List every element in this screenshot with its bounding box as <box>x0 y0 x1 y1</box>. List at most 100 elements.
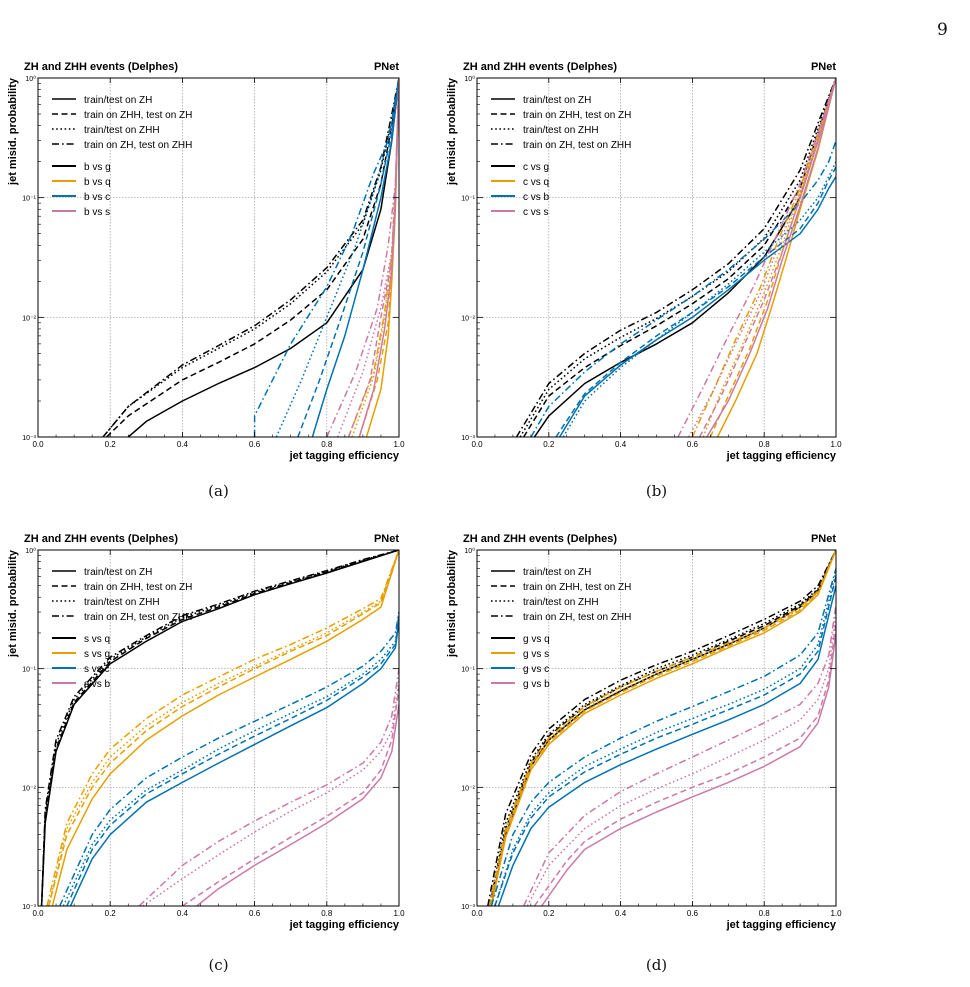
grid-lines <box>38 550 399 906</box>
curve-c-vs-g-dashdot <box>515 78 836 437</box>
x-tick-label: 0.4 <box>615 440 627 449</box>
y-tick-label: 10⁰ <box>464 547 475 555</box>
curve-c-vs-b-dashed <box>555 166 836 437</box>
curve-g-vs-c-dotted <box>494 572 836 906</box>
y-tick-label: 10⁻³ <box>22 435 36 442</box>
y-tick-label: 10⁻² <box>461 315 475 322</box>
x-tick-label: 0.8 <box>759 440 771 449</box>
curve-g-vs-c-solid <box>497 585 836 906</box>
curve-s-vs-q-dashed <box>40 550 399 906</box>
y-axis: 10⁻³ 10⁻² 10⁻¹ 10⁰ jet misid. probability <box>7 547 399 911</box>
legend-series-label: g vs b <box>523 679 550 690</box>
y-tick-label: 10⁰ <box>25 75 36 83</box>
curve-s-vs-g-solid <box>51 550 399 906</box>
legend-style-label: train on ZH, test on ZHH <box>84 140 192 151</box>
y-tick-label: 10⁻¹ <box>461 196 475 203</box>
y-axis: 10⁻³ 10⁻² 10⁻¹ 10⁰ jet misid. probability <box>7 75 399 442</box>
y-tick-label: 10⁻³ <box>22 904 36 911</box>
y-tick-label: 10⁻¹ <box>22 667 36 674</box>
grid-lines <box>477 550 836 906</box>
y-axis: 10⁻³ 10⁻² 10⁻¹ 10⁰ jet misid. probability <box>446 547 836 911</box>
curve-c-vs-q-dotted <box>702 78 836 437</box>
x-tick-label: 1.0 <box>830 440 842 449</box>
legend-series-label: c vs s <box>523 207 549 218</box>
curve-b-vs-c-dotted <box>275 78 399 437</box>
page-number: 9 <box>937 20 948 40</box>
legend-style-label: train on ZHH, test on ZH <box>523 582 631 593</box>
curve-g-vs-s-dashed <box>490 550 836 906</box>
curve-s-vs-q-dotted <box>40 550 399 906</box>
curve-s-vs-b-dashdot <box>138 668 399 906</box>
x-tick-label: 0.6 <box>687 440 699 449</box>
legend-style-label: train/test on ZHH <box>84 125 160 136</box>
curve-b-vs-c-solid <box>311 78 399 437</box>
panel-header-right: PNet <box>811 533 836 545</box>
chart-panel: ZH and ZHH events (Delphes) PNet 0.0 0.2 0.4… <box>446 61 842 500</box>
legend-series-label: b vs g <box>84 162 111 173</box>
curves <box>515 78 836 437</box>
legend-series-label: b vs q <box>84 177 111 188</box>
curve-b-vs-q-dashdot <box>347 78 399 437</box>
curve-g-vs-q-dotted <box>488 550 836 906</box>
legend-style-label: train on ZH, test on ZHH <box>523 612 631 623</box>
legend-series-label: g vs s <box>523 649 549 660</box>
panel-header-right: PNet <box>811 61 836 73</box>
curve-b-vs-g-solid <box>127 78 399 437</box>
panel-caption: (d) <box>646 956 667 974</box>
curve-c-vs-s-dashdot <box>677 78 836 437</box>
curves <box>102 78 399 437</box>
curves <box>40 550 399 906</box>
legend-series-label: g vs q <box>523 634 550 645</box>
x-tick-label: 0.4 <box>615 909 627 918</box>
y-tick-label: 10⁰ <box>464 75 475 83</box>
x-tick-label: 0.2 <box>543 440 555 449</box>
panel-caption: (b) <box>646 482 667 500</box>
curves <box>487 550 836 906</box>
y-axis-label: jet misid. probability <box>446 549 458 658</box>
curve-s-vs-b-solid <box>196 704 399 906</box>
x-axis-label: jet tagging efficiency <box>726 919 837 931</box>
curve-g-vs-c-dashed <box>494 576 836 906</box>
x-axis-label: jet tagging efficiency <box>289 919 400 931</box>
x-tick-label: 0.2 <box>105 909 117 918</box>
legend-style-label: train/test on ZHH <box>523 125 599 136</box>
x-tick-label: 0.6 <box>687 909 699 918</box>
legend-style-label: train on ZHH, test on ZH <box>84 110 192 121</box>
legend-style-label: train on ZHH, test on ZH <box>523 110 631 121</box>
legend-style-label: train/test on ZH <box>84 95 152 106</box>
panel-header-left: ZH and ZHH events (Delphes) <box>463 533 617 545</box>
y-axis-label: jet misid. probability <box>7 77 19 186</box>
legend: train/test on ZH train on ZHH, test on ZH… <box>491 567 631 690</box>
curve-s-vs-q-dashdot <box>40 550 399 906</box>
legend-series-label: s vs c <box>84 664 110 675</box>
legend-series-label: s vs b <box>84 679 111 690</box>
curve-c-vs-b-dashdot <box>530 140 836 437</box>
x-tick-label: 1.0 <box>393 440 405 449</box>
legend-style-label: train on ZHH, test on ZH <box>84 582 192 593</box>
x-tick-label: 0.6 <box>249 909 261 918</box>
curve-b-vs-q-solid <box>365 78 399 437</box>
legend-series-label: c vs g <box>523 162 549 173</box>
y-tick-label: 10⁻¹ <box>461 667 475 674</box>
curve-s-vs-c-solid <box>69 621 399 906</box>
curve-s-vs-b-dashed <box>181 686 399 906</box>
curve-c-vs-g-dashed <box>523 78 836 437</box>
legend: train/test on ZH train on ZHH, test on ZH… <box>52 567 192 690</box>
legend-series-label: s vs q <box>84 634 110 645</box>
y-tick-label: 10⁻² <box>22 315 36 322</box>
legend-style-label: train on ZH, test on ZHH <box>84 612 192 623</box>
curve-b-vs-c-dashed <box>297 78 399 437</box>
curve-g-vs-b-solid <box>540 632 836 906</box>
curve-g-vs-s-dashdot <box>488 550 836 906</box>
curve-b-vs-s-dashed <box>347 78 399 437</box>
curve-c-vs-b-dotted <box>562 161 836 437</box>
legend-style-label: train/test on ZH <box>523 567 591 578</box>
legend-series-label: s vs g <box>84 649 110 660</box>
x-tick-label: 0.2 <box>105 440 117 449</box>
curve-g-vs-b-dotted <box>526 611 836 906</box>
x-tick-label: 0.2 <box>543 909 555 918</box>
curve-s-vs-c-dashdot <box>59 611 399 906</box>
x-tick-label: 1.0 <box>830 909 842 918</box>
